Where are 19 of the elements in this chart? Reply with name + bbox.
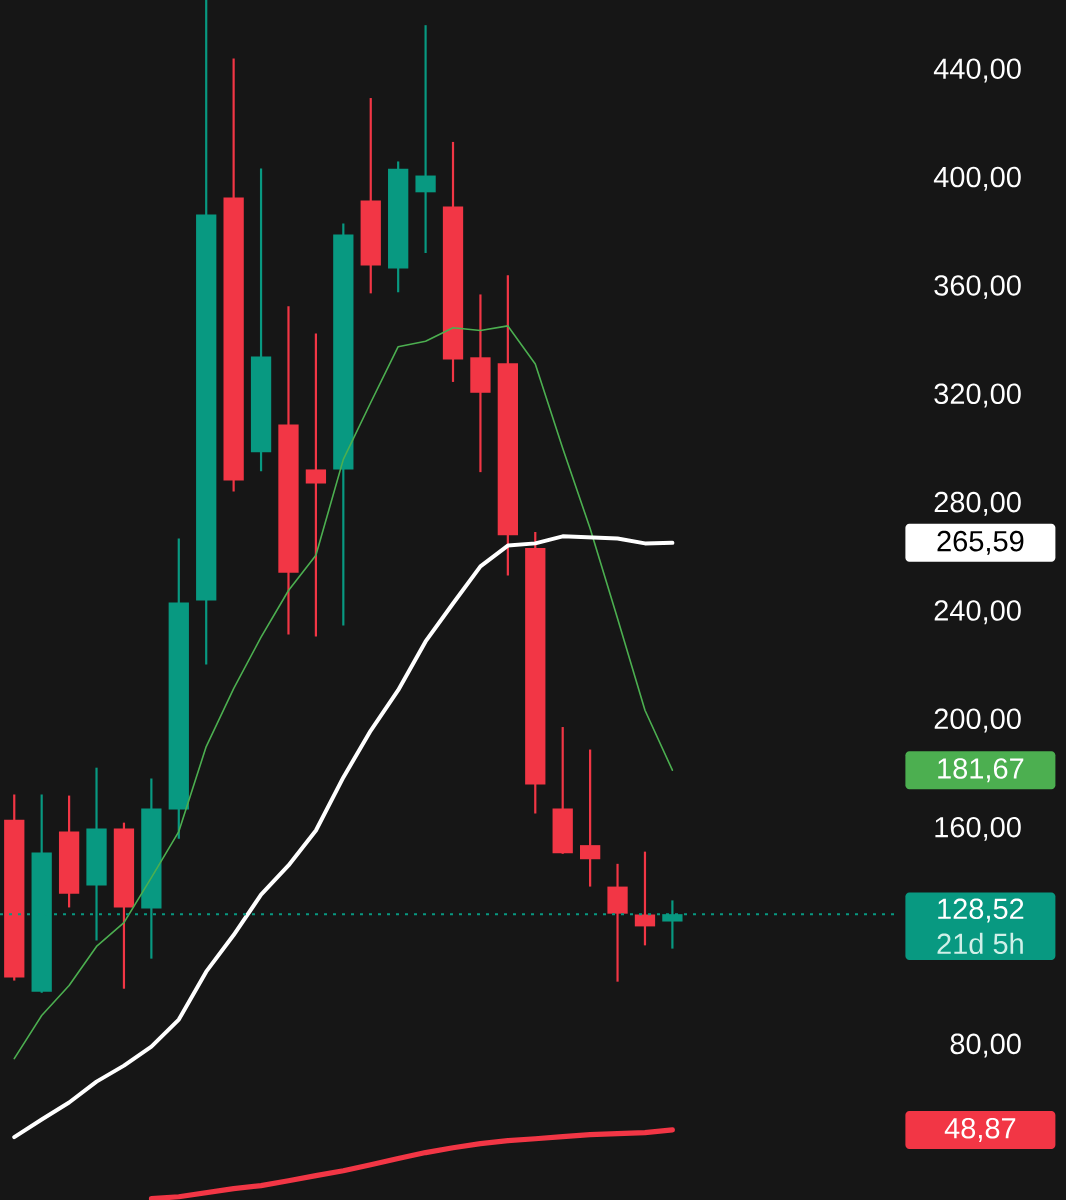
ref-line-label: 128,52 — [938, 898, 1024, 923]
candlestick — [305, 332, 327, 638]
candlestick — [579, 748, 601, 888]
y-tick-label: 240,00 — [934, 600, 1021, 625]
candlestick — [415, 24, 436, 255]
text: 21d 5h — [937, 932, 1023, 955]
y-tick-label: 360,00 — [934, 275, 1021, 300]
y-tick-label: 280,00 — [934, 491, 1021, 516]
text: 265,59 — [937, 530, 1024, 555]
y-tick-label: 400,00 — [933, 166, 1021, 191]
y-tick-label: 200,00 — [934, 708, 1021, 733]
text: 181,67 — [938, 758, 1024, 783]
text: 48,87 — [944, 1117, 1016, 1142]
y-tick-label: 80,00 — [950, 1033, 1021, 1058]
y-tick-label: 160,00 — [935, 816, 1021, 841]
y-tick-label: 440,00 — [933, 58, 1021, 83]
line-series — [13, 325, 674, 1060]
y-tick-label: 320,00 — [934, 383, 1021, 408]
candlestick — [634, 850, 656, 947]
